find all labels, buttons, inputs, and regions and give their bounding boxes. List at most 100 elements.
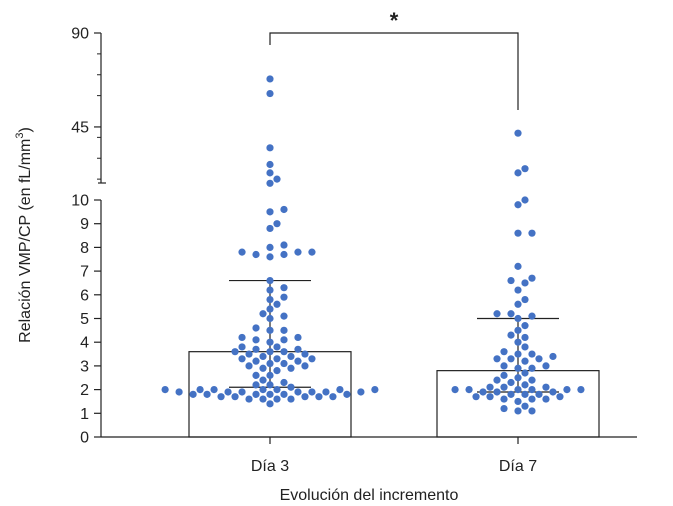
data-point xyxy=(203,390,211,398)
data-point xyxy=(521,196,529,204)
data-point xyxy=(280,326,288,334)
data-point xyxy=(301,350,309,358)
data-point xyxy=(280,359,288,368)
data-point xyxy=(528,350,536,358)
data-point xyxy=(259,310,267,318)
data-point xyxy=(528,395,536,403)
data-point xyxy=(266,243,274,251)
data-point xyxy=(238,343,246,351)
data-point xyxy=(280,312,288,320)
points-layer xyxy=(161,75,585,415)
data-point xyxy=(252,390,260,398)
data-point xyxy=(161,386,169,394)
data-point xyxy=(266,89,274,98)
data-point xyxy=(280,241,288,249)
data-point xyxy=(514,262,522,270)
data-point xyxy=(521,343,529,351)
data-point xyxy=(528,229,536,237)
data-point xyxy=(343,390,351,398)
data-point xyxy=(486,383,494,391)
y-tick-label: 45 xyxy=(71,119,89,136)
data-point xyxy=(280,284,288,292)
data-point xyxy=(514,314,522,323)
data-point xyxy=(563,386,571,394)
y-tick-label: 4 xyxy=(80,335,89,352)
data-point xyxy=(479,388,487,396)
data-point xyxy=(521,369,529,377)
data-point xyxy=(500,348,508,356)
data-point xyxy=(273,367,281,375)
data-point xyxy=(542,383,550,391)
data-point xyxy=(514,386,522,394)
data-point xyxy=(577,386,585,394)
data-point xyxy=(486,393,494,401)
data-point xyxy=(514,300,522,308)
y-tick-label: 5 xyxy=(80,311,89,328)
data-point xyxy=(521,333,529,342)
data-point xyxy=(507,378,515,387)
y-tick-label: 7 xyxy=(80,264,89,281)
x-tick-label: Día 7 xyxy=(499,458,537,475)
data-point xyxy=(266,179,274,187)
data-point xyxy=(507,310,515,318)
data-point xyxy=(528,386,536,394)
data-point xyxy=(287,352,295,361)
data-point xyxy=(224,388,232,396)
data-point xyxy=(301,393,309,401)
data-point xyxy=(322,388,330,396)
data-point xyxy=(231,348,239,356)
data-point xyxy=(535,355,543,363)
data-point xyxy=(266,348,274,356)
y-tick-label: 0 xyxy=(80,430,89,447)
data-point xyxy=(266,224,274,233)
data-point xyxy=(556,393,564,401)
data-point xyxy=(280,205,288,214)
data-point xyxy=(315,393,323,401)
data-point xyxy=(266,75,274,83)
data-point xyxy=(549,388,557,396)
data-point xyxy=(231,393,239,401)
y-axis-title-superscript: 3 xyxy=(14,132,26,138)
data-point xyxy=(252,371,260,379)
data-point xyxy=(266,371,274,379)
data-point xyxy=(252,250,260,259)
data-point xyxy=(493,310,501,318)
significance-label: * xyxy=(390,8,399,33)
y-tick-label: 8 xyxy=(80,240,89,257)
data-point xyxy=(280,378,288,387)
data-point xyxy=(217,393,225,401)
data-point xyxy=(266,276,274,285)
data-point xyxy=(252,357,260,365)
data-point xyxy=(528,312,536,320)
data-point xyxy=(514,374,522,382)
data-point xyxy=(252,345,260,353)
data-point xyxy=(514,326,522,334)
data-point xyxy=(252,336,260,344)
data-point xyxy=(294,357,302,365)
y-tick-label: 3 xyxy=(80,358,89,375)
data-point xyxy=(273,386,281,394)
data-point xyxy=(266,144,274,152)
data-point xyxy=(500,395,508,403)
data-point xyxy=(273,175,281,183)
data-point xyxy=(210,386,218,394)
data-point xyxy=(266,381,274,389)
data-point xyxy=(514,364,522,372)
y-tick-label: 9 xyxy=(80,216,89,233)
data-point xyxy=(528,376,536,384)
data-point xyxy=(245,350,253,358)
data-point xyxy=(280,293,288,301)
data-point xyxy=(535,390,543,398)
data-point xyxy=(500,362,508,370)
data-point xyxy=(280,390,288,398)
data-point xyxy=(549,352,557,361)
data-point xyxy=(528,407,536,415)
data-point xyxy=(273,355,281,363)
data-point xyxy=(493,376,501,384)
data-point xyxy=(259,364,267,372)
data-point xyxy=(287,383,295,391)
data-point xyxy=(266,314,274,323)
data-point xyxy=(514,350,522,358)
data-point xyxy=(266,400,274,408)
